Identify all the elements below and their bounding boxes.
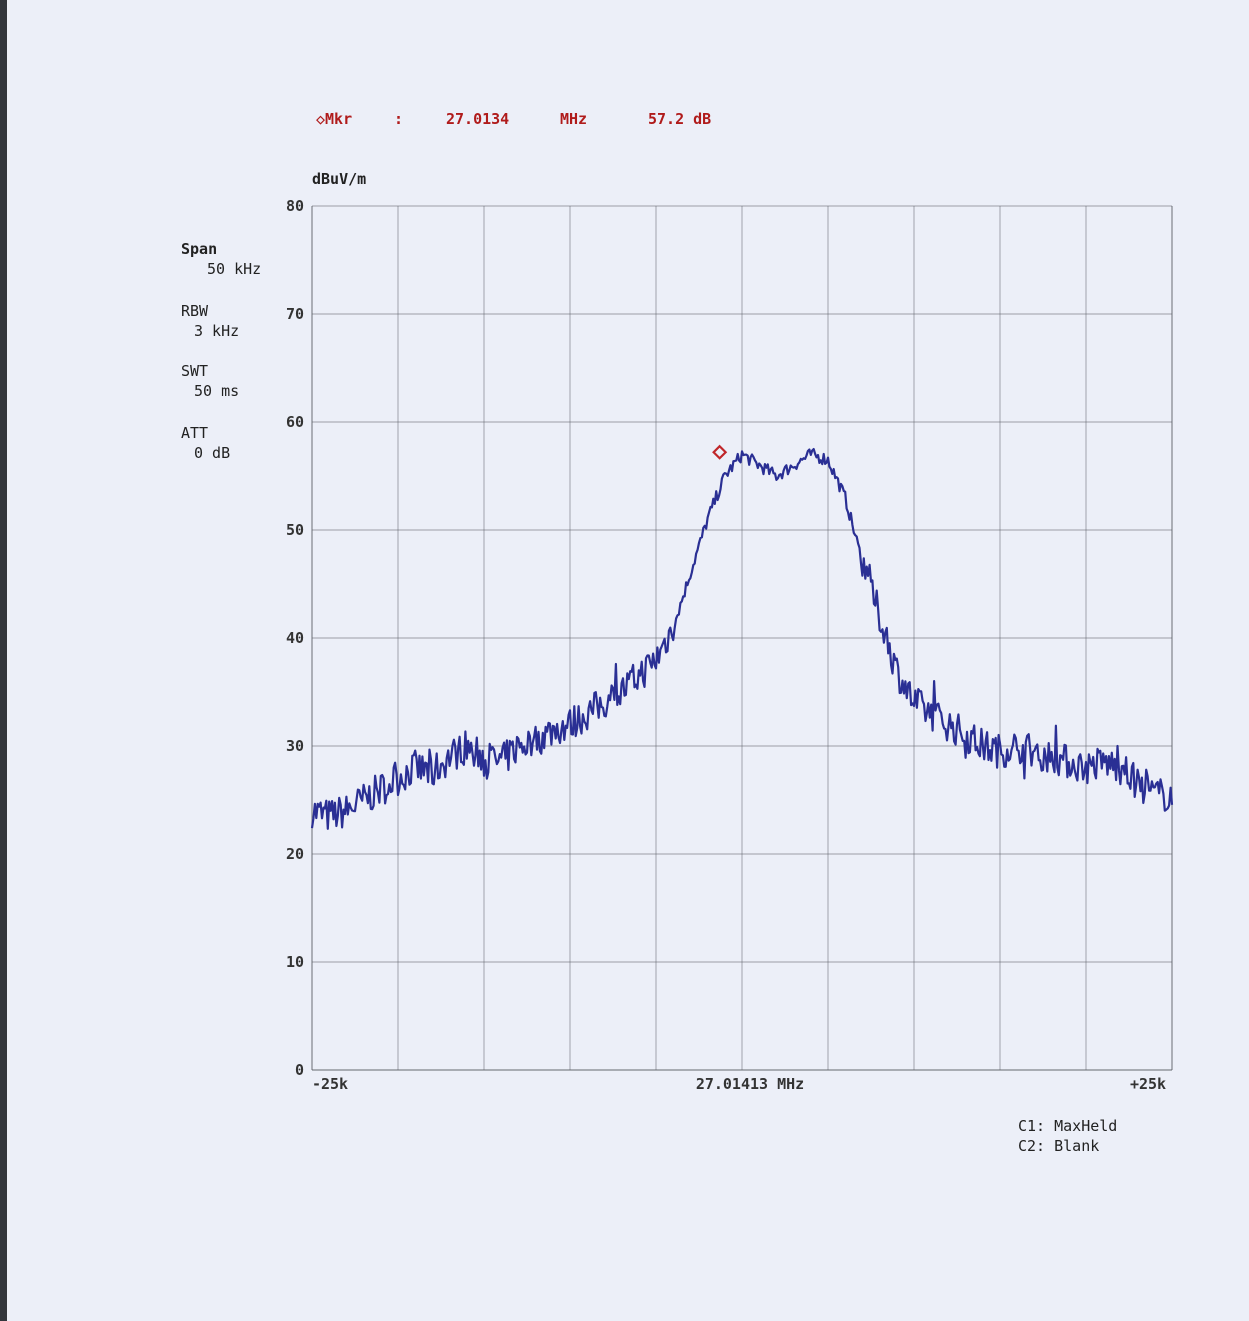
att-label: ATT <box>181 424 208 442</box>
marker-label: ◇Mkr <box>316 110 352 128</box>
marker-frequency: 27.0134 <box>446 110 509 128</box>
rbw-label: RBW <box>181 302 209 320</box>
marker-frequency-unit: MHz <box>560 110 587 128</box>
rbw-value: 3 kHz <box>194 322 239 340</box>
span-label: Span <box>181 240 217 258</box>
y-tick-label: 40 <box>286 629 304 647</box>
x-tick-center: 27.01413 MHz <box>696 1075 804 1093</box>
x-tick-right: +25k <box>1130 1075 1166 1093</box>
y-tick-label: 80 <box>286 197 304 215</box>
marker-sep: : <box>394 110 403 128</box>
y-axis-unit: dBuV/m <box>312 170 366 188</box>
y-tick-label: 20 <box>286 845 304 863</box>
swt-label: SWT <box>181 362 208 380</box>
spectrum-trace <box>310 448 1174 830</box>
y-tick-label: 50 <box>286 521 304 539</box>
y-tick-label: 70 <box>286 305 304 323</box>
y-axis-ticks: 0 10 20 30 40 50 60 70 80 <box>286 197 304 1079</box>
span-value: 50 kHz <box>207 260 261 278</box>
swt-value: 50 ms <box>194 382 239 400</box>
y-tick-label: 10 <box>286 953 304 971</box>
att-value: 0 dB <box>194 444 230 462</box>
marker-diamond <box>712 444 728 460</box>
x-tick-left: -25k <box>312 1075 348 1093</box>
marker-level: 57.2 dB <box>648 110 711 128</box>
scan-edge <box>0 0 7 1321</box>
trace-c1-mode: C1: MaxHeld <box>1018 1117 1117 1135</box>
chart-grid <box>311 205 1173 1071</box>
y-tick-label: 60 <box>286 413 304 431</box>
y-tick-label: 30 <box>286 737 304 755</box>
trace-c2-mode: C2: Blank <box>1018 1137 1099 1155</box>
y-tick-label: 0 <box>295 1061 304 1079</box>
